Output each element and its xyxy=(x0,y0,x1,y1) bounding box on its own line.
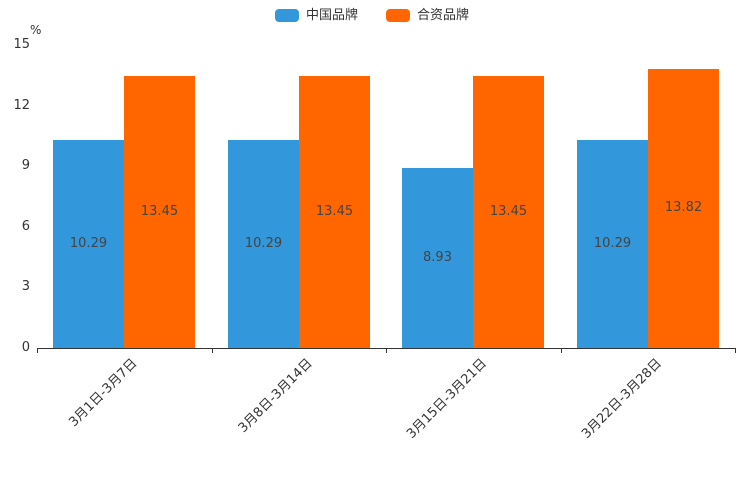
bar-series2-cat1[interactable] xyxy=(124,76,195,348)
bar-series1-cat2[interactable] xyxy=(228,140,299,348)
legend-item-series-1[interactable]: 合资品牌 xyxy=(386,8,469,23)
legend-item-label: 合资品牌 xyxy=(417,8,470,23)
x-axis-tick xyxy=(561,348,562,353)
bar-value-label: 10.29 xyxy=(244,236,283,251)
bar-series1-cat3[interactable] xyxy=(402,168,473,348)
bar-value-label: 13.82 xyxy=(664,200,703,215)
legend: 中国品牌 合资品牌 xyxy=(0,8,744,23)
legend-item-series-0[interactable]: 中国品牌 xyxy=(274,8,358,23)
bar-value-label: 13.45 xyxy=(489,204,528,219)
legend-item-label: 中国品牌 xyxy=(305,8,358,23)
y-tick-label: 0 xyxy=(21,340,30,355)
legend-swatch-icon xyxy=(274,9,299,22)
bar-series1-cat4[interactable] xyxy=(577,140,648,348)
y-tick-label: 12 xyxy=(13,97,30,113)
x-category-label: 3月1日-3月7日 xyxy=(66,356,141,431)
x-axis-tick xyxy=(37,348,38,353)
x-axis-line xyxy=(37,348,736,349)
x-axis-tick xyxy=(212,348,213,353)
y-tick-label: 15 xyxy=(13,37,30,52)
x-axis-tick xyxy=(735,348,736,353)
bar-value-label: 10.29 xyxy=(69,236,108,251)
bar-value-label: 13.45 xyxy=(315,204,354,219)
bar-series2-cat4[interactable] xyxy=(648,69,719,348)
y-tick-label: 6 xyxy=(21,218,30,234)
x-axis-tick xyxy=(386,348,387,353)
bar-value-label: 8.93 xyxy=(423,250,452,265)
x-category-label: 3月15日-3月21日 xyxy=(403,356,490,442)
y-tick-label: 3 xyxy=(21,279,30,295)
legend-swatch-icon xyxy=(386,9,410,22)
bar-value-label: 13.45 xyxy=(140,204,179,219)
bar-series2-cat2[interactable] xyxy=(299,76,370,348)
x-category-label: 3月8日-3月14日 xyxy=(235,356,316,436)
y-axis-unit-label: % xyxy=(30,23,42,37)
bar-series1-cat1[interactable] xyxy=(53,140,124,348)
x-category-label: 3月22日-3月28日 xyxy=(578,356,665,442)
bar-value-label: 10.29 xyxy=(593,236,632,251)
y-tick-label: 9 xyxy=(21,158,30,174)
bar-series2-cat3[interactable] xyxy=(473,76,544,348)
